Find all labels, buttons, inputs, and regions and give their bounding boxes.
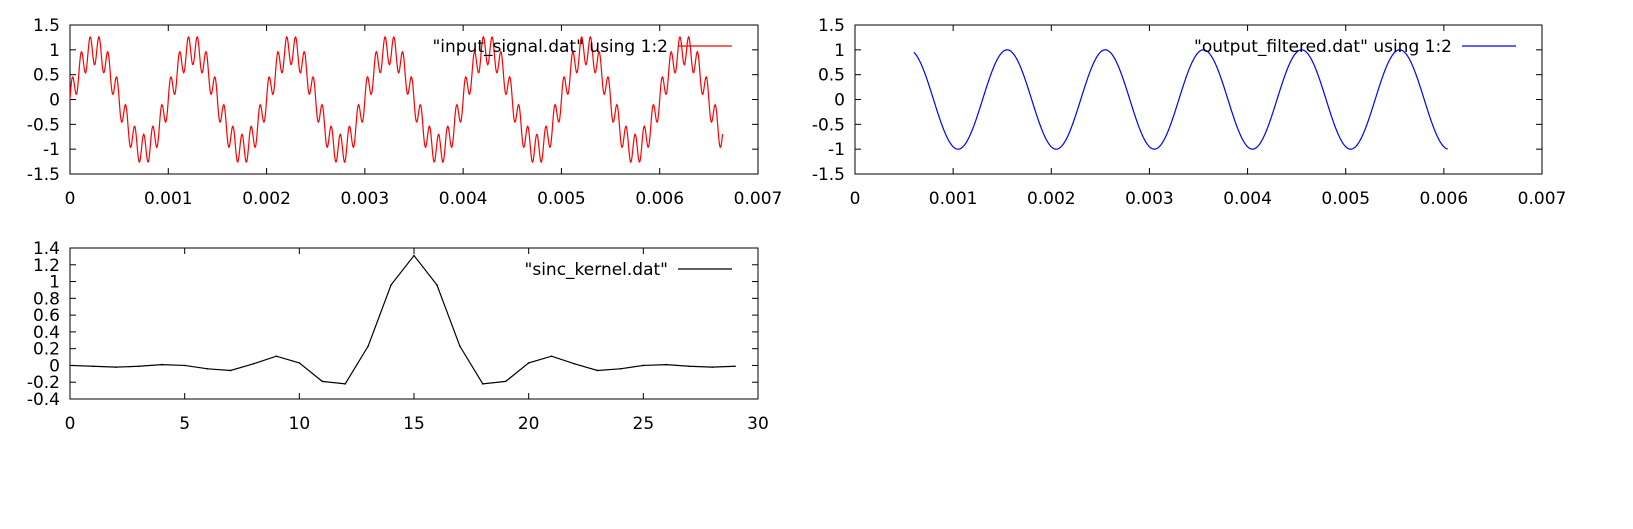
data-point (390, 284, 392, 286)
data-point (573, 362, 576, 365)
y-tick-label: 1.2 (33, 256, 60, 276)
x-tick-label: 0.002 (242, 189, 291, 209)
legend-label: "sinc_kernel.dat" (525, 260, 668, 280)
data-point (504, 380, 507, 383)
x-tick-label: 0.001 (929, 189, 978, 209)
input-signal-chart: 0 0.001 0.002 0.003 0.004 0.005 0.006 0.007 -1.5… (27, 16, 783, 209)
y-tick-label: -1 (828, 140, 845, 160)
x-tick-label: 20 (518, 414, 540, 434)
data-point (413, 254, 415, 257)
y-tick-label: -0.4 (27, 390, 60, 410)
data-point (688, 365, 690, 368)
y-tick-label: 0.4 (33, 323, 60, 343)
y-tick-label: 1.5 (818, 16, 845, 36)
data-point (229, 369, 232, 372)
x-tick-label: 0.007 (734, 189, 783, 209)
data-point (344, 383, 347, 385)
y-tick-label: 0.2 (33, 340, 60, 360)
data-point (642, 364, 645, 367)
y-tick-label: 1.5 (33, 16, 60, 36)
data-point (69, 364, 71, 367)
y-tick-label: 1 (834, 41, 845, 61)
data-point (252, 362, 255, 365)
y-tick-label: -0.2 (27, 373, 60, 393)
x-tick-label: 0.001 (144, 189, 193, 209)
y-tick-label: 0.5 (818, 66, 845, 86)
legend-label: "output_filtered.dat" using 1:2 (1194, 37, 1452, 57)
data-point (711, 366, 713, 368)
data-point (734, 365, 736, 368)
y-tick-label: 1 (49, 41, 60, 61)
x-tick-label: 0.004 (439, 189, 488, 209)
y-tick-label: 1.4 (33, 239, 60, 259)
x-tick-label: 0.004 (1223, 189, 1272, 209)
data-point (550, 355, 553, 358)
y-tick-label: 1 (49, 273, 60, 293)
data-point (459, 345, 461, 347)
x-tick-label: 25 (633, 414, 655, 434)
x-tick-label: 5 (179, 414, 190, 434)
data-point (436, 284, 438, 286)
y-tick-label: 0 (834, 91, 845, 111)
y-tick-label: 0 (49, 91, 60, 111)
y-tick-label: -1.5 (812, 165, 845, 185)
data-point (206, 368, 209, 370)
data-point (298, 362, 301, 364)
legend-label: "input_signal.dat" using 1:2 (432, 37, 668, 57)
x-tick-label: 15 (403, 414, 425, 434)
x-tick-label: 0.003 (341, 189, 390, 209)
data-point (160, 363, 163, 366)
x-tick-label: 0.006 (1420, 189, 1469, 209)
data-point (275, 355, 278, 358)
y-tick-label: -1 (43, 140, 60, 160)
y-tick-label: 0.5 (33, 66, 60, 86)
data-point (596, 369, 599, 372)
data-point (482, 383, 484, 385)
x-tick-label: 0.007 (1518, 189, 1567, 209)
data-point (367, 345, 369, 347)
y-tick-label: -1.5 (27, 165, 60, 185)
x-tick-label: 0.003 (1125, 189, 1174, 209)
x-tick-label: 0 (65, 414, 76, 434)
sinc-kernel-chart: 0 5 10 15 20 25 30-0.4-0.200.20.40.60.811.21.4… (27, 239, 769, 434)
x-tick-label: 30 (747, 414, 769, 434)
data-point (183, 364, 186, 367)
y-tick-label: 0 (49, 356, 60, 376)
x-tick-label: 0.005 (537, 189, 586, 209)
series-line (69, 254, 736, 385)
y-tick-label: -0.5 (812, 115, 845, 135)
data-point (115, 366, 117, 368)
x-tick-label: 0.002 (1027, 189, 1076, 209)
x-tick-label: 0.006 (635, 189, 684, 209)
data-point (92, 365, 94, 368)
data-point (527, 362, 530, 364)
y-tick-label: -0.5 (27, 115, 60, 135)
data-point (138, 365, 140, 368)
output-filtered-chart: 0 0.001 0.002 0.003 0.004 0.005 0.006 0.007 -1.5… (812, 16, 1567, 209)
data-point (321, 380, 324, 383)
y-tick-label: 0.6 (33, 306, 60, 326)
x-tick-label: 10 (289, 414, 311, 434)
data-point (665, 363, 668, 366)
series-line (69, 35, 724, 164)
x-tick-label: 0.005 (1321, 189, 1370, 209)
x-tick-label: 0 (65, 189, 76, 209)
x-tick-label: 0 (850, 189, 861, 209)
y-tick-label: 0.8 (33, 289, 60, 309)
data-point (619, 368, 622, 370)
series-line (913, 49, 1448, 150)
